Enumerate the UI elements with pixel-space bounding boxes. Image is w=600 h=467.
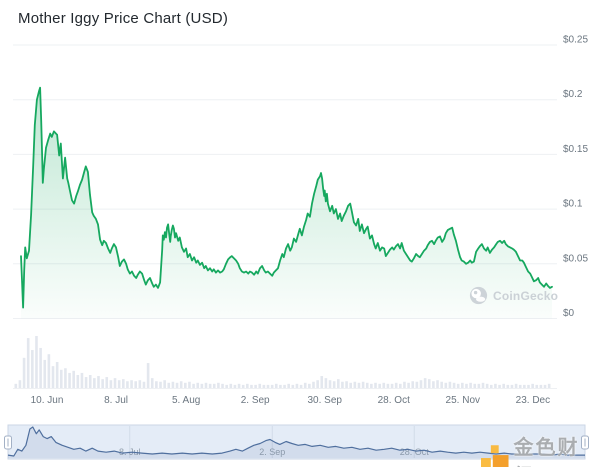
page-title: Mother Iggy Price Chart (USD) (18, 10, 229, 27)
svg-text:$0: $0 (563, 308, 575, 319)
svg-text:$0.05: $0.05 (563, 253, 588, 264)
volume-bars (14, 336, 551, 388)
price-area-fill (21, 87, 552, 319)
svg-text:28. Oct: 28. Oct (378, 395, 410, 406)
jinse-watermark: 金色财经 (481, 431, 600, 467)
x-axis-labels: 10. Jun 8. Jul 5. Aug 2. Sep 30. Sep 28. Oct 2… (31, 395, 551, 406)
svg-text:2. Sep: 2. Sep (259, 447, 285, 457)
coingecko-watermark: CoinGecko (469, 286, 558, 305)
navigator-series (7, 426, 585, 458)
svg-text:$0.25: $0.25 (563, 35, 588, 46)
svg-text:$0.2: $0.2 (563, 89, 583, 100)
svg-text:$0.15: $0.15 (563, 144, 588, 155)
svg-text:23. Dec: 23. Dec (516, 395, 550, 406)
svg-text:8. Jul: 8. Jul (104, 395, 128, 406)
svg-text:$0.1: $0.1 (563, 199, 583, 210)
y-axis-labels: $0.25 $0.2 $0.15 $0.1 $0.05 $0 (563, 35, 588, 320)
coingecko-gecko-icon (469, 286, 488, 305)
svg-text:25. Nov: 25. Nov (446, 395, 480, 406)
navigator-right-handle[interactable] (581, 435, 589, 450)
price-line[interactable] (20, 86, 553, 309)
jinse-logo-icon (481, 445, 509, 467)
coingecko-watermark-label: CoinGecko (493, 288, 559, 303)
svg-text:28. Oct: 28. Oct (400, 447, 430, 457)
svg-text:5. Aug: 5. Aug (172, 395, 200, 406)
navigator-left-handle[interactable] (4, 435, 12, 450)
svg-text:30. Sep: 30. Sep (307, 395, 342, 406)
jinse-watermark-label: 金色财经 (513, 437, 580, 467)
svg-text:2. Sep: 2. Sep (241, 395, 270, 406)
svg-text:10. Jun: 10. Jun (31, 395, 64, 406)
